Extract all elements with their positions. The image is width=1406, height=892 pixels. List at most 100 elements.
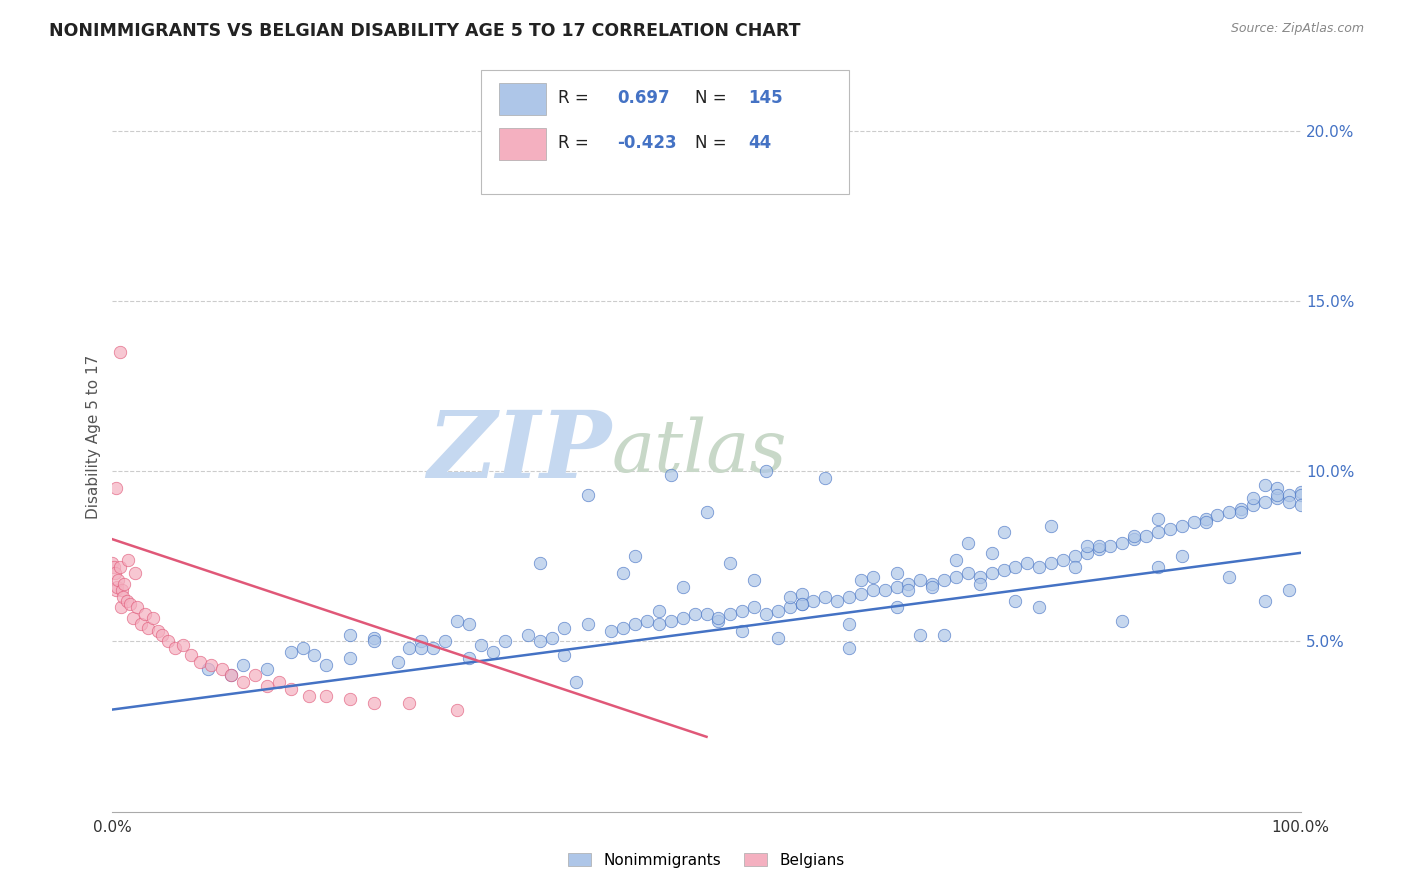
Point xyxy=(886,600,908,615)
Text: Source: ZipAtlas.com: Source: ZipAtlas.com xyxy=(1230,22,1364,36)
Point xyxy=(814,590,837,604)
Point xyxy=(1254,593,1277,607)
Point xyxy=(742,573,765,587)
Point xyxy=(1052,552,1074,566)
Point xyxy=(956,535,979,549)
Point xyxy=(256,662,278,676)
Point xyxy=(142,610,165,624)
Point xyxy=(755,464,778,478)
Point xyxy=(849,573,872,587)
Point xyxy=(1241,491,1264,506)
Text: N =: N = xyxy=(695,89,727,107)
Point xyxy=(1099,539,1122,553)
Point xyxy=(565,675,588,690)
Point xyxy=(363,634,385,648)
Point xyxy=(280,682,302,697)
Point xyxy=(731,604,754,618)
Point xyxy=(446,702,468,716)
Legend: Nonimmigrants, Belgians: Nonimmigrants, Belgians xyxy=(568,853,845,868)
Point xyxy=(107,573,129,587)
Point xyxy=(1087,542,1109,557)
Point xyxy=(1218,570,1240,584)
Point xyxy=(672,610,695,624)
Point xyxy=(1278,583,1301,598)
Point xyxy=(105,583,128,598)
Point xyxy=(1218,505,1240,519)
Point xyxy=(779,600,801,615)
Point xyxy=(755,607,778,622)
Point xyxy=(790,587,813,601)
Point xyxy=(553,621,575,635)
Point xyxy=(180,648,202,662)
Point xyxy=(921,580,943,594)
Point xyxy=(339,651,361,665)
Point xyxy=(398,696,420,710)
Point xyxy=(232,675,254,690)
Point xyxy=(897,576,920,591)
Point xyxy=(636,614,658,628)
Point xyxy=(200,658,222,673)
Point xyxy=(291,641,314,656)
Point xyxy=(1004,593,1026,607)
Point xyxy=(165,641,187,656)
Point xyxy=(115,593,138,607)
Point xyxy=(696,505,718,519)
Point xyxy=(862,570,884,584)
Point xyxy=(553,648,575,662)
Point xyxy=(172,638,194,652)
Point xyxy=(434,634,457,648)
Point xyxy=(494,634,516,648)
Point xyxy=(127,600,149,615)
Point xyxy=(849,587,872,601)
Point xyxy=(993,563,1015,577)
Point xyxy=(790,597,813,611)
FancyBboxPatch shape xyxy=(481,70,849,194)
Point xyxy=(814,471,837,485)
Point xyxy=(659,614,682,628)
Point xyxy=(696,607,718,622)
Point xyxy=(134,607,156,622)
Point xyxy=(1289,498,1312,512)
Point xyxy=(1111,535,1133,549)
Point xyxy=(1265,491,1288,506)
Point xyxy=(648,617,671,632)
Point xyxy=(315,689,337,703)
Text: NONIMMIGRANTS VS BELGIAN DISABILITY AGE 5 TO 17 CORRELATION CHART: NONIMMIGRANTS VS BELGIAN DISABILITY AGE … xyxy=(49,22,800,40)
Point xyxy=(157,634,180,648)
Point xyxy=(411,634,433,648)
Point xyxy=(256,679,278,693)
Point xyxy=(1170,518,1192,533)
Point xyxy=(779,590,801,604)
Point xyxy=(1194,512,1216,526)
Point xyxy=(110,600,132,615)
Point xyxy=(1063,549,1085,564)
Text: 145: 145 xyxy=(748,89,783,107)
Bar xyxy=(499,128,546,160)
Point xyxy=(945,552,967,566)
Point xyxy=(112,590,135,604)
Point xyxy=(108,345,131,359)
Point xyxy=(136,621,159,635)
Point xyxy=(1028,600,1050,615)
Text: atlas: atlas xyxy=(612,417,787,487)
Point xyxy=(104,566,127,581)
Point xyxy=(659,467,682,482)
Point xyxy=(1028,559,1050,574)
Point xyxy=(1135,529,1157,543)
Point xyxy=(1170,549,1192,564)
Point xyxy=(672,580,695,594)
Point xyxy=(1017,556,1039,570)
Point xyxy=(112,576,135,591)
Point xyxy=(120,597,142,611)
Point xyxy=(742,600,765,615)
Point xyxy=(600,624,623,639)
Point xyxy=(980,566,1002,581)
Point xyxy=(993,525,1015,540)
Point xyxy=(124,566,146,581)
Point xyxy=(111,583,134,598)
Point xyxy=(146,624,169,639)
Point xyxy=(339,627,361,641)
Text: 0.697: 0.697 xyxy=(617,89,671,107)
Point xyxy=(219,668,243,682)
Point xyxy=(718,607,741,622)
